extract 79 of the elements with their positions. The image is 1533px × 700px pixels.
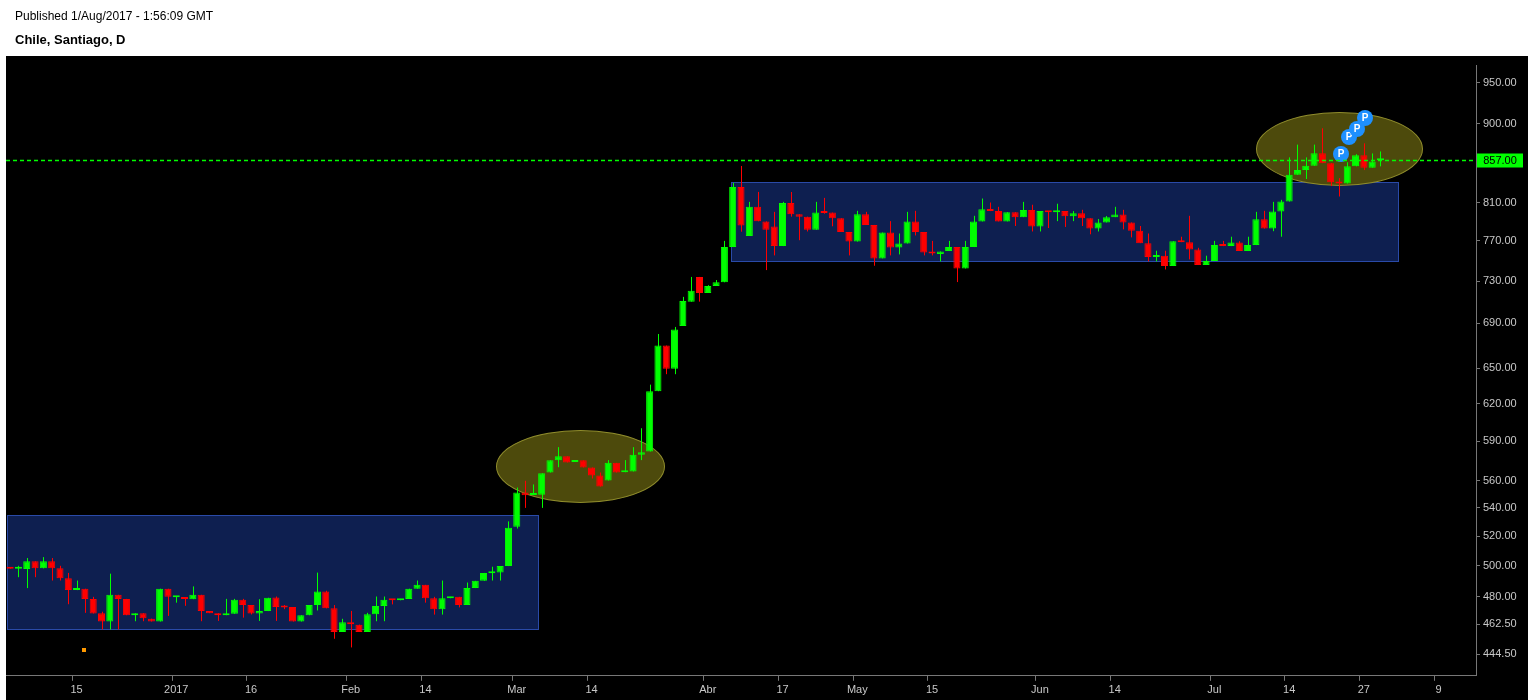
candlestick <box>970 215 978 248</box>
ref-line-label: 857.00 <box>1483 154 1517 167</box>
candlestick <box>1269 201 1277 232</box>
x-tick-label: 14 <box>1283 683 1296 696</box>
y-tick-label: 520.00 <box>1483 529 1517 542</box>
candlestick <box>629 446 637 472</box>
candlestick <box>164 588 172 617</box>
y-tick-label: 620.00 <box>1483 396 1517 409</box>
candlestick <box>961 240 969 269</box>
candlestick <box>330 604 338 640</box>
candlestick <box>272 596 280 622</box>
x-tick-label: Feb <box>341 683 361 696</box>
y-tick-label: 650.00 <box>1483 361 1517 374</box>
y-tick-label: 900.00 <box>1483 116 1517 129</box>
candlestick <box>637 427 645 461</box>
candlestick <box>1144 233 1152 262</box>
x-tick-label: Abr <box>699 683 717 696</box>
candlestick <box>1277 199 1285 238</box>
x-tick-label: Mar <box>507 683 527 696</box>
x-tick-label: 14 <box>419 683 432 696</box>
y-tick-label: 730.00 <box>1483 274 1517 287</box>
x-tick-label: 2017 <box>164 683 189 696</box>
candlestick <box>438 580 446 616</box>
text: Published 1/Aug/2017 - 1:56:09 GMT <box>15 9 214 23</box>
candlestick <box>81 588 89 614</box>
candlestick <box>662 345 670 375</box>
x-tick-label: 15 <box>925 683 939 696</box>
x-tick-label: 17 <box>776 683 789 696</box>
x-tick-label: 14 <box>1108 683 1121 696</box>
candlestick <box>313 572 321 611</box>
x-tick-label: 14 <box>585 683 598 696</box>
x-tick-label: 9 <box>1435 683 1442 696</box>
candlestick <box>903 211 911 245</box>
y-tick-label: 590.00 <box>1483 434 1517 447</box>
candlestick <box>521 480 529 509</box>
candlestick <box>538 472 546 509</box>
y-tick-label: 480.00 <box>1483 589 1517 602</box>
candlestick <box>795 213 803 241</box>
y-tick-label: 770.00 <box>1483 233 1517 246</box>
candlestick <box>239 598 247 619</box>
candlestick <box>1252 211 1260 246</box>
candlestick <box>787 191 795 218</box>
candlestick <box>770 211 778 256</box>
y-tick-label: 810.00 <box>1483 195 1517 208</box>
candlestick <box>554 446 562 468</box>
candlestick <box>762 220 770 271</box>
y-tick-label: 500.00 <box>1483 558 1517 571</box>
candlestick <box>886 220 895 256</box>
x-tick-label: Jun <box>1031 683 1049 696</box>
candlestick <box>1185 215 1193 260</box>
x-tick-label: Jul <box>1207 683 1222 696</box>
candlestick <box>23 557 31 589</box>
y-tick-label: 560.00 <box>1483 473 1517 486</box>
candlestick <box>679 296 687 327</box>
candlestick <box>812 201 820 231</box>
candlestick <box>64 572 72 605</box>
candlestick <box>48 557 56 582</box>
candlestick <box>114 594 122 631</box>
x-tick-label: 15 <box>70 683 83 696</box>
x-tick-label: 27 <box>1357 683 1371 696</box>
candlestick <box>363 612 371 633</box>
candlestick <box>372 596 380 622</box>
candlestick <box>1036 210 1044 232</box>
x-tick-label: 16 <box>244 683 258 696</box>
candlestick <box>1028 204 1036 232</box>
y-tick-label: 950.00 <box>1483 75 1517 88</box>
candlestick <box>1360 142 1368 171</box>
candlestick <box>695 276 703 303</box>
chart-title: Chile, Santiago, D <box>15 32 126 47</box>
candlestick <box>380 596 388 622</box>
y-tick-label: 462.50 <box>1483 617 1517 630</box>
candlestick <box>953 246 961 283</box>
candlestick <box>754 191 762 222</box>
y-tick-label: 444.50 <box>1483 647 1517 660</box>
candlestick <box>687 276 695 303</box>
y-tick-label: 690.00 <box>1483 316 1517 329</box>
x-tick-label: May <box>846 683 869 696</box>
candlestick <box>197 594 205 622</box>
y-tick-label: 540.00 <box>1483 500 1517 513</box>
